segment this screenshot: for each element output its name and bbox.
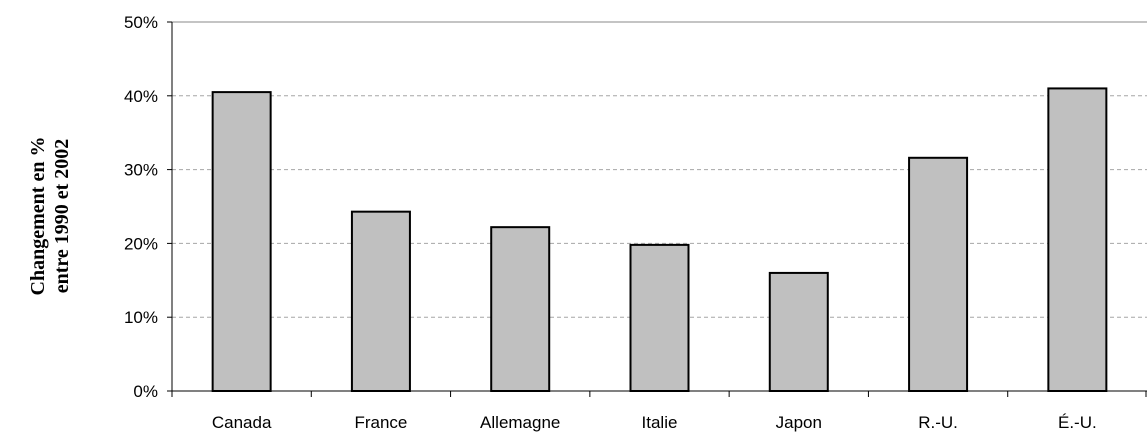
- x-tick-label: France: [354, 413, 407, 432]
- bar: [1047, 87, 1108, 392]
- bar: [629, 243, 690, 392]
- y-tick-label: 20%: [124, 234, 158, 253]
- bar: [490, 226, 551, 392]
- y-tick-label: 10%: [124, 308, 158, 327]
- y-axis-title: Changement en % entre 1990 et 2002: [27, 137, 73, 296]
- axes: [167, 21, 1147, 397]
- y-tick-label: 30%: [124, 161, 158, 180]
- y-axis-title-line-2: entre 1990 et 2002: [51, 139, 73, 294]
- bar: [211, 91, 272, 393]
- gridlines: [172, 21, 1147, 318]
- bars: [211, 87, 1108, 393]
- x-tick-label: Japon: [776, 413, 822, 432]
- x-tick-label: Canada: [212, 413, 272, 432]
- bar: [908, 156, 969, 392]
- x-tick-label: É.-U.: [1058, 413, 1097, 432]
- y-axis-title-line-1: Changement en %: [27, 137, 49, 296]
- tick-labels: 0% 10% 20% 30% 40% 50% Canada France Allemagne It…: [124, 13, 1097, 432]
- y-tick-label: 0%: [133, 382, 158, 401]
- bar: [768, 271, 829, 393]
- x-tick-label: R.-U.: [918, 413, 958, 432]
- y-tick-label: 50%: [124, 13, 158, 32]
- x-tick-label: Italie: [642, 413, 678, 432]
- x-tick-label: Allemagne: [480, 413, 560, 432]
- y-tick-label: 40%: [124, 87, 158, 106]
- bar: [350, 210, 411, 392]
